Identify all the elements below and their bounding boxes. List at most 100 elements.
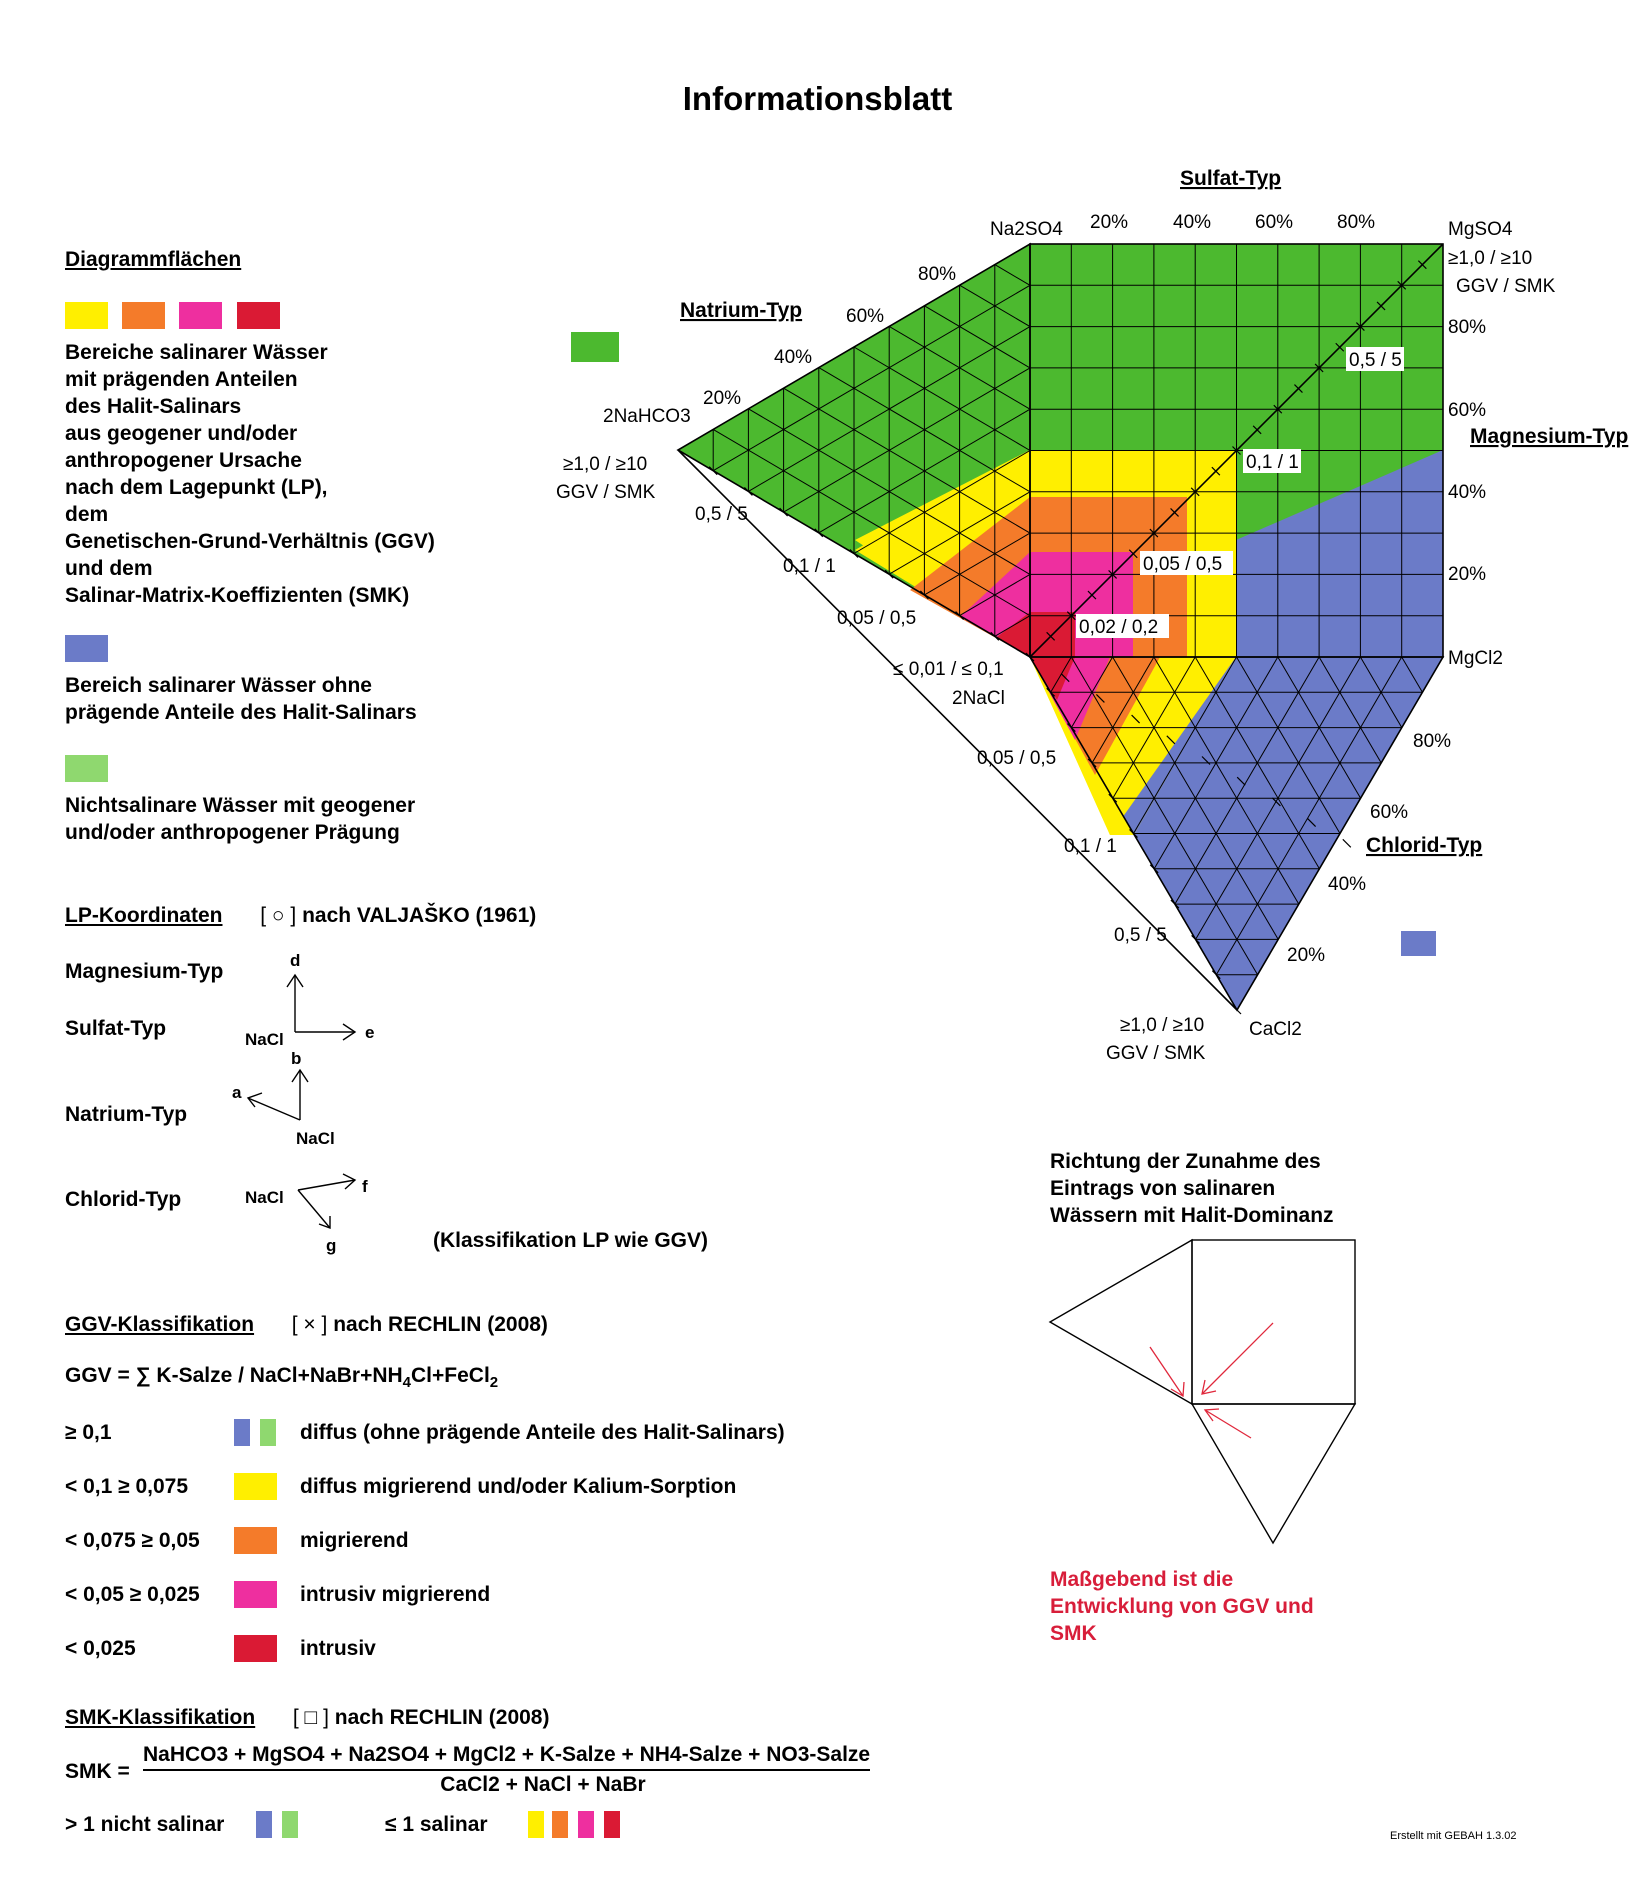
grid-line <box>888 491 1031 575</box>
diag-tick <box>1108 793 1118 803</box>
ggv-text-2: migrierend <box>300 1529 409 1552</box>
diag-tick <box>1271 797 1281 807</box>
yellow-swatch <box>65 302 108 329</box>
diagonal-ticks <box>708 260 1427 1015</box>
ggv-smk-label-b: GGV / SMK <box>1106 1043 1206 1064</box>
smk-lhs: SMK = <box>65 1760 130 1783</box>
diag-tick <box>1095 693 1105 703</box>
ggv-swatch-yellow <box>234 1473 277 1500</box>
ggv-range-2: < 0,075 ≥ 0,05 <box>65 1529 200 1552</box>
right-pct-3: 20% <box>1448 564 1486 585</box>
axis-b: b <box>291 1049 301 1068</box>
lp-type-chlorid: Chlorid-Typ <box>65 1188 182 1211</box>
ggv-smk-top-left: ≥1,0 / ≥10 <box>563 454 647 475</box>
diag-tick <box>1149 864 1159 874</box>
ggv-text-3: intrusiv migrierend <box>300 1583 491 1606</box>
smk-swatch-lightgreen <box>282 1811 298 1838</box>
lp-type-natrium: Natrium-Typ <box>65 1103 188 1126</box>
ggv-text-1: diffus migrierend und/oder Kalium-Sorpti… <box>300 1475 737 1498</box>
ggv-heading: GGV-Klassifikation <box>65 1313 255 1336</box>
lp-type-magnesium: Magnesium-Typ <box>65 960 224 983</box>
left-scale-2: 0,05 / 0,5 <box>837 608 916 629</box>
smk-nonsalinar: > 1 nicht salinar <box>65 1813 225 1836</box>
diag-tick <box>1335 342 1345 352</box>
sulfat-typ-label: Sulfat-Typ <box>1180 167 1281 190</box>
grid-line <box>924 305 1031 369</box>
diag-tick <box>1294 384 1303 393</box>
grid-line <box>888 325 1031 410</box>
smk-salinar: ≤ 1 salinar <box>385 1813 488 1836</box>
diag-tick <box>779 507 789 517</box>
diag-tick <box>1108 569 1118 579</box>
nacl-2: NaCl <box>296 1129 335 1148</box>
band-red-left <box>997 612 1030 657</box>
grid-line <box>1133 656 1237 834</box>
smk-swatch-orange <box>552 1811 568 1838</box>
top-pct-2: 60% <box>1255 212 1293 233</box>
grid-line <box>959 284 1031 328</box>
diag-label-3: 0,02 / 0,2 <box>1079 617 1158 638</box>
grid-line <box>1174 656 1320 905</box>
diag-tick <box>1046 687 1056 697</box>
ggv-smk-top-bottom: ≥1,0 / ≥10 <box>1120 1015 1204 1036</box>
grid-line <box>712 284 1031 472</box>
diag-tick <box>1166 735 1176 745</box>
smk-heading: SMK-Klassifikation <box>65 1706 256 1729</box>
smk-symbol: [ □ ] <box>292 1706 329 1729</box>
smk-swatch-red <box>604 1811 620 1838</box>
left-scale-3: ≤ 0,01 / ≤ 0,1 <box>893 659 1004 680</box>
grid-line <box>994 264 1031 286</box>
diag-tick <box>919 590 929 600</box>
smk-denominator: CaCl2 + NaCl + NaBr <box>440 1773 646 1796</box>
ggv-symbol: [ × ] <box>291 1313 328 1336</box>
diag-tick <box>1211 970 1221 980</box>
diag-label-0: 0,5 / 5 <box>1349 350 1402 371</box>
grid-line <box>1318 656 1382 764</box>
lp-type-sulfat: Sulfat-Typ <box>65 1017 167 1040</box>
ggv-source: nach RECHLIN (2008) <box>333 1313 548 1336</box>
left-scale-1: 0,1 / 1 <box>783 556 836 577</box>
diag-tick <box>1087 758 1097 768</box>
smk-numerator: NaHCO3 + MgSO4 + Na2SO4 + MgCl2 + K-Salz… <box>143 1743 871 1771</box>
lp-axis-sketches: d e NaCl b a NaCl NaCl f g <box>232 951 374 1255</box>
ggv-text-0: diffus (ohne prägende Anteile des Halit-… <box>300 1421 785 1444</box>
left-pct-0: 80% <box>918 264 956 285</box>
nahco3-label: 2NaHCO3 <box>603 406 691 427</box>
right-pct-2: 40% <box>1448 482 1486 503</box>
direction-note: Maßgebend ist die Entwicklung von GGV und… <box>1050 1568 1314 1645</box>
blue-swatch-diagram <box>1401 931 1436 956</box>
diag-tick <box>1232 446 1241 455</box>
legend-heading: Diagrammflächen <box>65 248 242 271</box>
diag-tick <box>1252 425 1262 435</box>
grid-line <box>1359 656 1403 728</box>
top-pct-1: 40% <box>1173 212 1211 233</box>
diag-tick <box>1129 829 1138 838</box>
grid-line <box>1070 656 1114 728</box>
diag-tick <box>1066 723 1076 733</box>
lightgreen-swatch <box>65 755 108 782</box>
grid-line <box>994 615 1031 637</box>
bottom-pct-0: 80% <box>1413 731 1451 752</box>
grid-line <box>712 428 1031 617</box>
lp-source: nach VALJAŠKO (1961) <box>302 904 537 927</box>
diag-tick <box>708 466 718 476</box>
green-text: Nichtsalinare Wässer mit geogener und/ode… <box>65 794 416 844</box>
diag-tick <box>1397 280 1407 290</box>
left-scale-0: 0,5 / 5 <box>695 504 748 525</box>
green-swatch-diagram <box>571 332 619 362</box>
smk-swatch-yellow <box>528 1811 544 1838</box>
left-pct-2: 40% <box>774 347 812 368</box>
axis-a: a <box>232 1083 242 1102</box>
top-pct-0: 20% <box>1090 212 1128 233</box>
axis-g: g <box>326 1236 336 1255</box>
diag-tick <box>814 528 824 538</box>
grid-line <box>1070 656 1259 975</box>
grid-line <box>1215 656 1403 975</box>
diag-tick <box>1273 404 1283 414</box>
ggv-text-4: intrusiv <box>300 1637 376 1660</box>
grid-line <box>853 450 1031 554</box>
axis-e: e <box>365 1023 374 1042</box>
magenta-swatch <box>179 302 222 329</box>
ggv-range-1: < 0,1 ≥ 0,075 <box>65 1475 189 1498</box>
red-swatch <box>237 302 280 329</box>
